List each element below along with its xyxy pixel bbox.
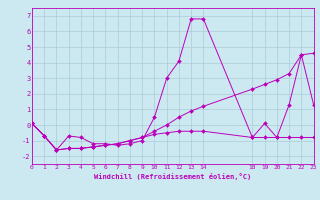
X-axis label: Windchill (Refroidissement éolien,°C): Windchill (Refroidissement éolien,°C) [94, 173, 252, 180]
